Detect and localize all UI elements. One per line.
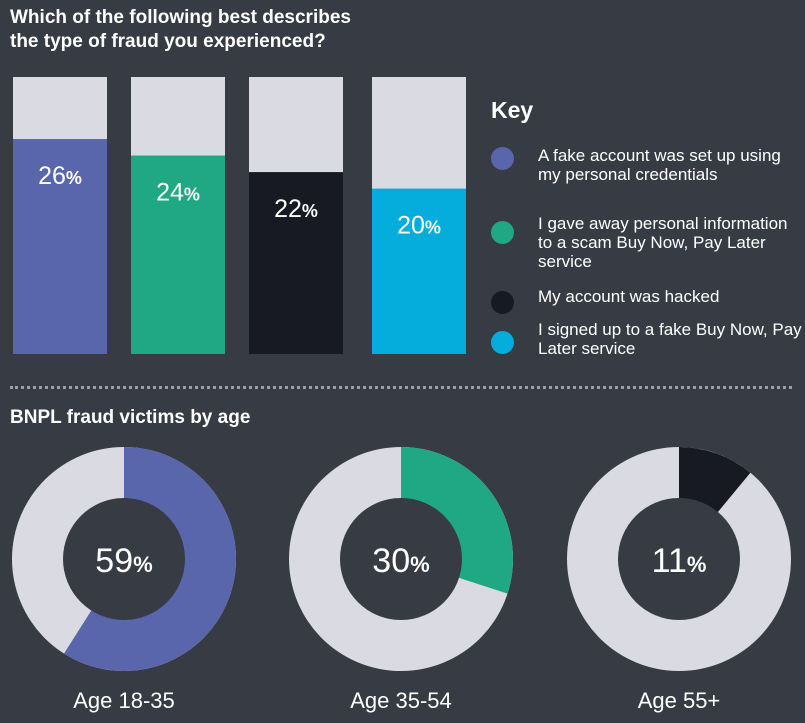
key-dot-icon: [491, 291, 514, 314]
key-dot-icon: [491, 221, 514, 244]
key-label: I gave away personal information to a sc…: [538, 214, 788, 271]
chart-title-line-1: Which of the following best describes: [10, 7, 351, 28]
key-dot-icon: [491, 147, 514, 170]
bar: [13, 139, 107, 354]
donut-value-label: 59%: [95, 542, 152, 580]
key-dot-icon: [491, 331, 514, 354]
donut-slice: [401, 447, 513, 594]
chart-title-line-2: the type of fraud you experienced?: [10, 31, 326, 52]
donut-track: [289, 447, 513, 671]
bar: [131, 155, 225, 354]
bar-value-label: 26%: [38, 162, 82, 190]
key-title: Key: [491, 97, 534, 123]
donut-slice: [679, 447, 751, 559]
donut-age-label: Age 35-54: [350, 688, 452, 713]
section-divider: [10, 386, 792, 389]
key-label: I signed up to a fake Buy Now, Pay Later…: [538, 320, 802, 358]
donut-age-label: Age 55+: [638, 688, 721, 713]
donut-value-label: 30%: [372, 542, 429, 580]
donut-track: [567, 447, 791, 671]
donut-value-label: 11%: [652, 542, 707, 580]
key-label: A fake account was set up using my perso…: [538, 146, 781, 184]
donut-hole: [340, 498, 462, 620]
bar-value-label: 24%: [156, 179, 200, 207]
donut-slice: [63, 447, 237, 672]
key-label: My account was hacked: [538, 287, 720, 306]
donut-track: [12, 447, 236, 671]
donut-age-label: Age 18-35: [73, 688, 175, 713]
donut-hole: [618, 498, 740, 620]
bar: [249, 172, 343, 354]
bar-chart: 26% 24% 22% 20%: [13, 77, 466, 354]
bar-value-label: 20%: [397, 212, 441, 240]
donut-hole: [63, 498, 185, 620]
age-section-title: BNPL fraud victims by age: [10, 407, 251, 428]
bar: [372, 188, 466, 354]
bar-value-label: 22%: [274, 195, 318, 223]
chart-title: Which of the following best describes th…: [10, 6, 430, 54]
